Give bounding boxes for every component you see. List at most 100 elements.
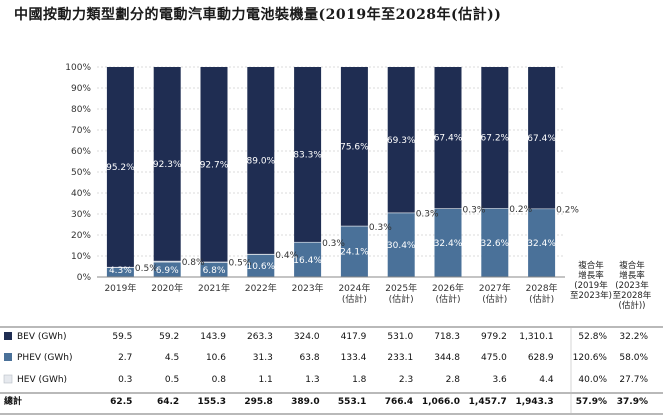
table-cell: 1.1 [258, 375, 272, 385]
y-tick-label: 30% [71, 210, 91, 220]
bev-bar-segment [106, 67, 134, 267]
table-cell: 143.9 [200, 332, 226, 342]
bev-bar-segment [434, 67, 462, 209]
phev-bar-segment [434, 208, 462, 277]
hev-bar-segment [340, 225, 368, 227]
hev-bar-segment [247, 253, 275, 255]
data-table: BEV (GWh) 59.5 59.2 143.9 263.3 324.0 417.9 531… [0, 326, 663, 415]
phev-data-label: 32.6% [481, 239, 510, 249]
bev-data-label: 92.7% [200, 160, 229, 170]
phev-data-label: 32.4% [434, 239, 463, 249]
phev-bar-segment [200, 262, 228, 277]
hev-data-label: 0.2% [509, 205, 532, 215]
legend-swatch [3, 374, 13, 384]
y-tick-label: 60% [71, 147, 91, 157]
bev-bar-segment [200, 67, 228, 262]
phev-data-label: 24.1% [340, 248, 369, 258]
x-tick-label: 2021年 [198, 282, 230, 294]
bev-bar-segment [153, 67, 181, 261]
phev-data-label: 6.9% [156, 266, 179, 276]
table-cell: 0.3 [118, 375, 132, 385]
table-cagr-cell: 57.9% [576, 397, 607, 407]
x-tick-label: 2025年 [385, 282, 417, 294]
table-cell: 1,457.7 [469, 397, 507, 407]
y-tick-label: 90% [71, 84, 91, 94]
table-cell: 1.3 [305, 375, 319, 385]
hev-data-label: 0.5% [135, 264, 158, 274]
table-cell: 133.4 [341, 353, 367, 363]
table-cagr-cell: 32.2% [619, 332, 648, 342]
table-cell: 0.5 [165, 375, 179, 385]
table-cell: 295.8 [244, 397, 272, 407]
table-cell: 1,066.0 [422, 397, 460, 407]
table-cell: 718.3 [434, 332, 460, 342]
table-cell: 2.3 [399, 375, 413, 385]
table-row-label: 總計 [4, 395, 22, 407]
y-tick-label: 20% [71, 231, 91, 241]
phev-data-label: 30.4% [387, 241, 416, 251]
bev-bar-segment [528, 67, 556, 209]
cagr-header-label: (估計)) [619, 300, 646, 311]
phev-bar-segment [247, 254, 275, 277]
table-cell: 389.0 [291, 397, 319, 407]
table-cagr-cell: 52.8% [578, 332, 607, 342]
bev-bar-segment [247, 67, 275, 254]
table-cell: 344.8 [434, 353, 460, 363]
bev-data-label: 69.3% [387, 136, 416, 146]
hev-data-label: 0.5% [229, 259, 252, 269]
table-cell: 59.2 [159, 332, 179, 342]
table-cell: 324.0 [294, 332, 320, 342]
x-tick-label: (估計) [435, 293, 460, 305]
phev-bar-segment [387, 213, 415, 277]
hev-data-label: 0.3% [463, 205, 486, 215]
bar-layer [106, 67, 556, 277]
phev-bar-segment [481, 208, 509, 277]
hev-data-label: 0.8% [182, 258, 205, 268]
table-cagr-cell: 120.6% [573, 353, 608, 363]
table-cell: 979.2 [481, 332, 507, 342]
y-tick-label: 50% [71, 168, 91, 178]
cagr-header-label: (2023年 [615, 280, 649, 291]
table-cagr-cell: 40.0% [578, 375, 607, 385]
table-cell: 4.5 [165, 353, 179, 363]
x-tick-label: (估計) [342, 293, 367, 305]
table-cagr-cell: 27.7% [619, 375, 648, 385]
table-cell: 475.0 [481, 353, 507, 363]
chart-title: 中國按動力類型劃分的電動汽車動力電池裝機量(2019年至2028年(估計)) [14, 7, 502, 23]
phev-bar-segment [294, 242, 322, 277]
table-row-label: HEV (GWh) [17, 375, 67, 385]
y-tick-label: 80% [71, 105, 91, 115]
cagr-header-label: 至2023年) [570, 290, 612, 301]
table-cell: 628.9 [528, 353, 554, 363]
x-tick-label: 2019年 [104, 282, 136, 294]
legend-swatch [4, 353, 12, 361]
x-tick-label: 2024年 [338, 282, 370, 294]
hev-data-label: 0.3% [322, 239, 345, 249]
table-cell: 3.6 [492, 375, 507, 385]
hev-bar-segment [153, 260, 181, 263]
phev-bar-segment [106, 267, 134, 277]
y-tick-label: 70% [71, 126, 91, 136]
phev-data-label: 6.8% [203, 266, 226, 276]
hev-data-label: 0.3% [416, 210, 439, 220]
phev-bar-segment [153, 262, 181, 277]
y-tick-label: 100% [65, 63, 91, 73]
table-row-label: BEV (GWh) [17, 332, 66, 342]
bev-data-label: 75.6% [340, 142, 369, 152]
bev-data-label: 67.2% [481, 134, 510, 144]
table-cell: 553.1 [338, 397, 366, 407]
y-tick-label: 40% [71, 189, 91, 199]
hev-data-label: 0.4% [275, 251, 298, 261]
table-cell: 10.6 [206, 353, 226, 363]
table-row-label: PHEV (GWh) [17, 353, 73, 363]
label-layer: 95.2%4.3% 0.5%92.3%6.9%0.8%92.7%6.8%0.5%8… [106, 134, 579, 276]
table-cell: 64.2 [157, 397, 179, 407]
table-cell: 2.8 [446, 375, 461, 385]
cagr-header-label: 複合年 [578, 260, 604, 271]
phev-data-label: 10.6% [247, 262, 276, 272]
axis-layer: 0% 10% 20% 30% 40% 50% 60% 70% 80% 90% 100% 2019年 20… [65, 63, 652, 311]
x-tick-label: (估計) [529, 293, 554, 305]
bev-bar-segment [340, 67, 368, 226]
y-tick-label: 10% [71, 252, 91, 262]
table-cell: 233.1 [387, 353, 413, 363]
